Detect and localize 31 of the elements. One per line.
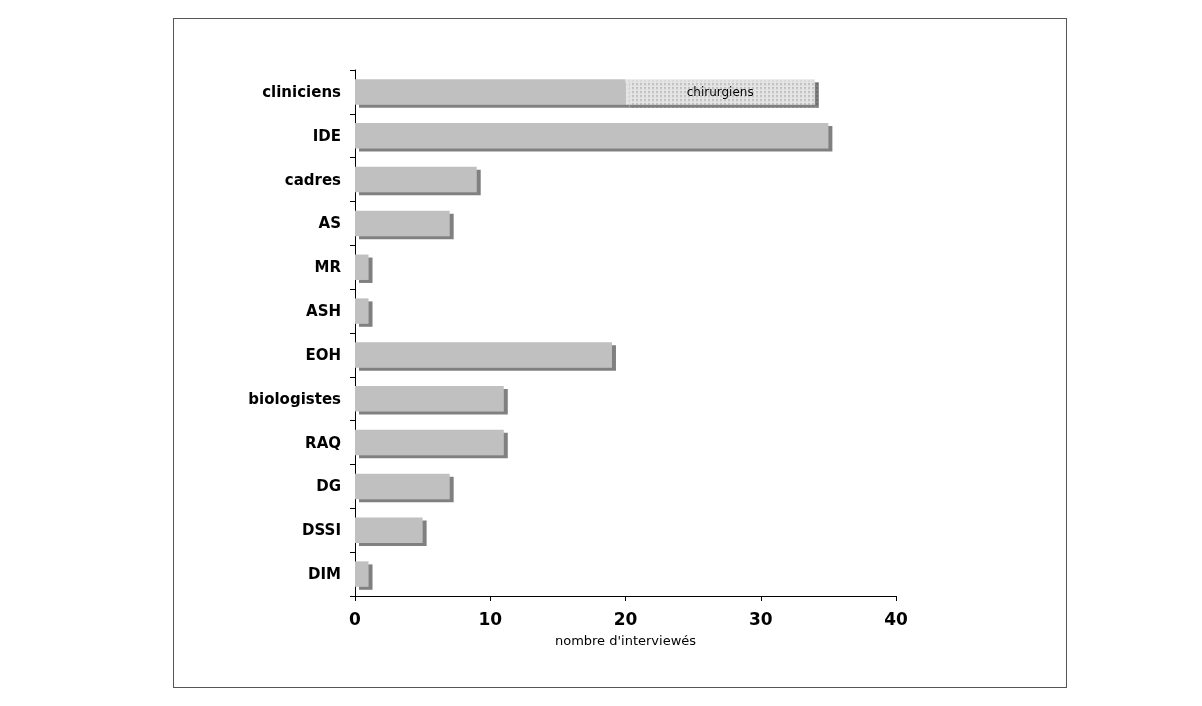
bar [355, 123, 829, 149]
y-tick-label: ASH [306, 302, 341, 321]
y-tick-label: cadres [284, 170, 342, 189]
bar [355, 210, 450, 237]
y-tick-label: DIM [308, 565, 341, 584]
y-tick-label: EOH [305, 345, 341, 364]
bar [355, 473, 450, 500]
x-tick-label: 0 [349, 608, 362, 629]
bar [355, 561, 369, 587]
y-tick-label: DSSI [302, 521, 341, 540]
x-tick-label: 40 [884, 608, 908, 629]
y-tick-label: MR [314, 258, 342, 277]
y-tick-label: cliniciens [262, 82, 342, 101]
y-tick-label: IDE [312, 126, 341, 145]
x-tick-label: 10 [478, 608, 503, 629]
x-tick-label: 30 [748, 608, 773, 629]
y-tick-label: RAQ [305, 433, 341, 452]
y-tick-label: DG [316, 477, 341, 496]
y-tick-label: biologistes [248, 389, 342, 408]
y-tick-label: AS [318, 214, 341, 233]
bar [355, 429, 504, 456]
bar [355, 342, 612, 368]
bar [355, 166, 477, 193]
bar [355, 517, 423, 543]
bar [355, 298, 369, 324]
x-tick-label: 20 [613, 608, 638, 629]
bar [355, 386, 504, 412]
bar [355, 254, 369, 280]
bar [355, 79, 626, 105]
series-label: chirurgiens [686, 84, 754, 99]
x-axis-title: nombre d'interviewés [554, 633, 697, 648]
